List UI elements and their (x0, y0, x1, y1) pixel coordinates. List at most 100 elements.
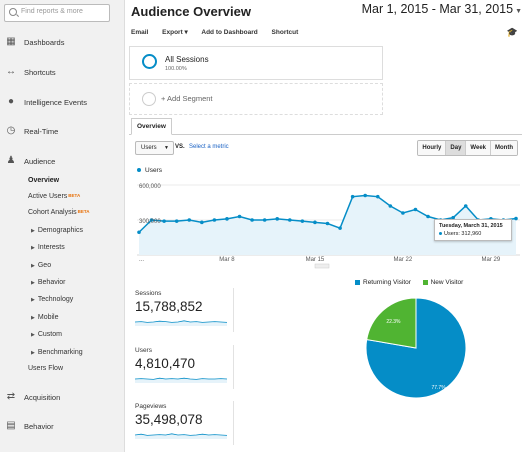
search-input[interactable]: Find reports & more (4, 4, 110, 22)
stat-value: 35,498,078 (135, 412, 203, 427)
sparkline (134, 377, 228, 380)
graduation-cap-icon[interactable]: 🎓 (506, 27, 518, 37)
sidebar-sub-mobile[interactable]: ▶ Mobile (31, 314, 58, 321)
chart-legend: Users (137, 167, 162, 174)
data-point (137, 230, 141, 235)
divider (233, 401, 234, 445)
data-point (162, 219, 166, 223)
stat-pageviews: Pageviews 35,498,078 (135, 403, 203, 427)
sub-label: Technology (37, 296, 74, 303)
sidebar-item-behavior[interactable]: ▤ Behavior (0, 414, 124, 438)
arrows-icon: ↔ (6, 66, 16, 77)
data-point (363, 193, 367, 198)
legend-label: Returning Visitor (363, 279, 411, 286)
acquisition-icon: ⇄ (6, 391, 16, 402)
sidebar-item-dashboards[interactable]: ▦ Dashboards (0, 30, 124, 54)
data-point (300, 219, 305, 223)
behavior-icon: ▤ (6, 420, 16, 431)
sidebar-sub-interests[interactable]: ▶ Interests (31, 244, 65, 251)
x-tick-label: ... (139, 257, 144, 263)
sidebar-item-audience[interactable]: ♟ Audience (0, 149, 124, 173)
data-point (250, 218, 254, 222)
clock-icon: ◷ (6, 125, 16, 136)
sidebar-sub-benchmarking[interactable]: ▶ Benchmarking (31, 349, 83, 356)
hourly-button[interactable]: Hourly (418, 141, 446, 155)
add-to-dashboard-button[interactable]: Add to Dashboard (201, 29, 258, 36)
data-point (514, 216, 518, 221)
expand-arrow-icon: ▶ (31, 297, 35, 303)
data-point (313, 220, 317, 225)
sidebar-sub-overview[interactable]: Overview (28, 177, 59, 184)
sidebar-sub-geo[interactable]: ▶ Geo (31, 262, 51, 269)
beta-badge: BETA (68, 193, 81, 198)
tooltip-date: Tuesday, March 31, 2015 (439, 223, 503, 229)
sparkline (134, 320, 228, 323)
pie-slice-new-visitor (366, 297, 417, 349)
data-point (401, 211, 405, 215)
people-icon: ♟ (6, 155, 16, 166)
sidebar-item-label: Audience (24, 157, 56, 166)
stat-value: 4,810,470 (135, 356, 196, 371)
sub-label: Interests (37, 244, 65, 251)
select-metric-link[interactable]: Select a metric (189, 144, 229, 150)
week-button[interactable]: Week (465, 141, 490, 155)
metric-select[interactable]: Users ▼ (135, 141, 174, 155)
sidebar-sub-active-users[interactable]: Active UsersBETA (28, 193, 80, 200)
segment-all-sessions[interactable]: All Sessions 100.00% (129, 46, 383, 80)
date-range-text: Mar 1, 2015 - Mar 31, 2015 (361, 2, 514, 16)
sidebar-item-shortcuts[interactable]: ↔ Shortcuts (0, 60, 124, 84)
pie-legend: Returning Visitor New Visitor (355, 279, 463, 286)
data-point (275, 217, 280, 221)
sidebar-item-intelligence-events[interactable]: ● Intelligence Events (0, 90, 124, 114)
sidebar-sub-users-flow[interactable]: Users Flow (28, 365, 63, 372)
grid-icon: ▦ (6, 36, 16, 47)
month-button[interactable]: Month (490, 141, 517, 155)
expand-arrow-icon: ▶ (31, 315, 35, 321)
x-tick-label: Mar 8 (219, 257, 235, 263)
legend-label: New Visitor (430, 279, 464, 286)
chart-tooltip: Tuesday, March 31, 2015 Users: 312,960 (434, 219, 512, 241)
data-point (200, 220, 204, 225)
sub-label: Behavior (37, 279, 66, 286)
sidebar-item-real-time[interactable]: ◷ Real-Time (0, 119, 124, 143)
stat-label: Pageviews (135, 403, 167, 410)
chevron-down-icon: ▼ (164, 145, 169, 151)
sidebar-sub-technology[interactable]: ▶ Technology (31, 296, 73, 303)
beta-badge: BETA (77, 209, 90, 214)
sparklines (134, 320, 228, 439)
vs-label: VS. (175, 144, 185, 150)
data-point (187, 218, 192, 222)
expand-arrow-icon: ▶ (31, 228, 35, 234)
sidebar-sub-cohort-analysis[interactable]: Cohort AnalysisBETA (28, 209, 90, 216)
legend-swatch (355, 279, 360, 285)
sparkline (134, 433, 228, 436)
pie-chart: 77.7% 22.3% (365, 297, 467, 399)
sidebar-sub-demographics[interactable]: ▶ Demographics (31, 227, 83, 234)
day-button[interactable]: Day (445, 141, 466, 155)
tab-bar: Overview (129, 118, 522, 135)
sidebar-item-acquisition[interactable]: ⇄ Acquisition (0, 385, 124, 409)
sub-label: Mobile (37, 314, 59, 321)
export-button[interactable]: Export ▾ (162, 29, 188, 36)
y-tick-label: 600,000 (139, 184, 161, 190)
sub-label: Geo (37, 262, 52, 269)
stat-users: Users 4,810,470 (135, 347, 195, 371)
shortcut-button[interactable]: Shortcut (271, 29, 299, 36)
date-range-picker[interactable]: Mar 1, 2015 - Mar 31, 2015 ▼ (362, 2, 522, 16)
sidebar-sub-custom[interactable]: ▶ Custom (31, 331, 62, 338)
tab-overview[interactable]: Overview (131, 118, 172, 135)
x-tick-label: Mar 22 (394, 257, 413, 263)
data-point (463, 204, 468, 208)
stat-label: Sessions (135, 290, 162, 297)
add-segment-button[interactable]: + Add Segment (129, 83, 383, 115)
empty-ring-icon (142, 92, 156, 106)
data-point (350, 194, 355, 199)
metric-select-value: Users (141, 145, 157, 151)
email-button[interactable]: Email (131, 29, 149, 36)
pie-slice-label: 77.7% (431, 385, 446, 391)
sidebar-sub-behavior[interactable]: ▶ Behavior (31, 279, 66, 286)
sidebar-item-label: Intelligence Events (24, 98, 87, 107)
tooltip-value: Users: 312,960 (439, 231, 481, 237)
chart-scroll-handle (314, 263, 330, 269)
data-point (237, 214, 242, 219)
